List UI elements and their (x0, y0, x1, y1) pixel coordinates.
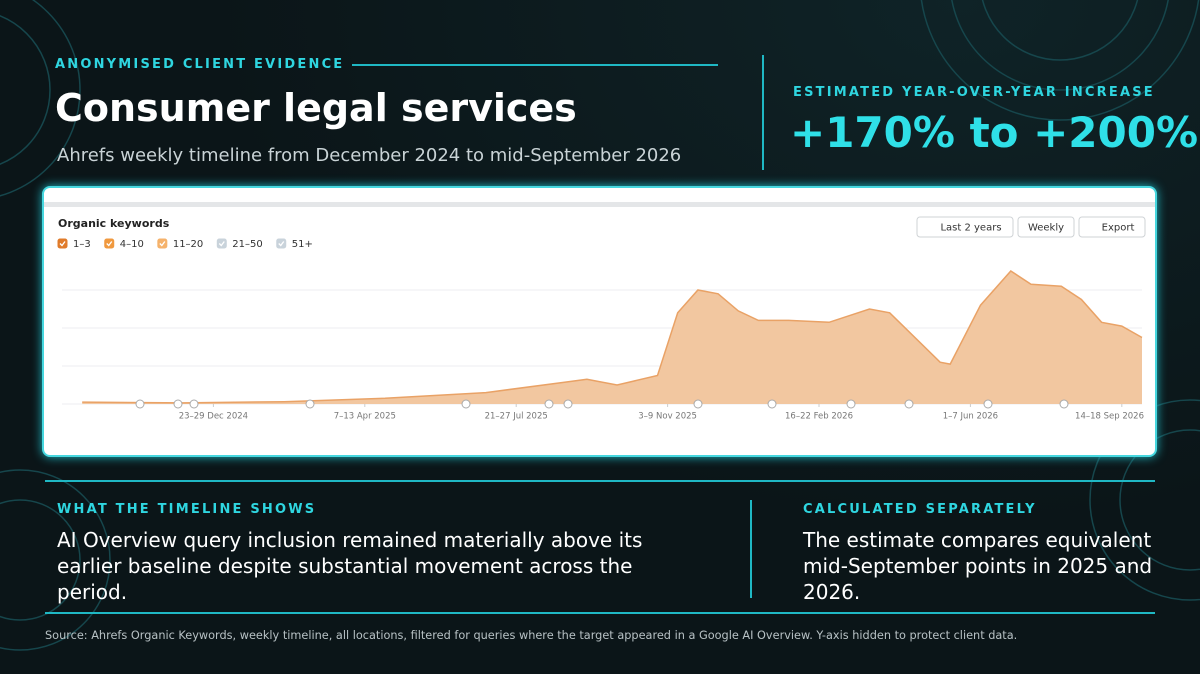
legend-checkbox (276, 238, 287, 249)
eyebrow: ANONYMISED CLIENT EVIDENCE (55, 57, 345, 72)
legend-checkbox (57, 238, 68, 249)
finding-heading: WHAT THE TIMELINE SHOWS (57, 502, 317, 517)
control-label: Last 2 years (940, 223, 1001, 234)
headline-label: ESTIMATED YEAR-OVER-YEAR INCREASE (793, 85, 1155, 100)
check (59, 241, 66, 247)
x-tick-label: 16–22 Feb 2026 (785, 412, 853, 422)
control-label: Export (1102, 223, 1135, 234)
annotation-icon (305, 399, 315, 409)
x-tick-label: 21–27 Jul 2025 (485, 412, 548, 422)
legend-label: 21–50 (232, 239, 262, 250)
x-tick-label: 1–7 Jun 2026 (943, 412, 998, 422)
finding-heading: CALCULATED SEPARATELY (803, 502, 1037, 517)
legend-label: 51+ (292, 239, 313, 250)
area-line (82, 270, 1143, 404)
divider (762, 55, 764, 170)
subtitle: Ahrefs weekly timeline from December 202… (57, 145, 682, 166)
annotation-icon (1059, 399, 1069, 409)
check (106, 241, 113, 247)
annotation-icon (846, 399, 856, 409)
legend-label: 4–10 (120, 239, 144, 250)
annotation-icon (135, 399, 145, 409)
control-button[interactable] (1078, 216, 1146, 238)
chart: Organic keywords 1–3 4–10 11–20 21–50 51+ Las… (44, 202, 1155, 422)
control-button[interactable] (1017, 216, 1075, 238)
check (159, 241, 166, 247)
control-label: Weekly (1028, 223, 1064, 234)
annotation-icon (904, 399, 914, 409)
title: Consumer legal services (55, 86, 577, 130)
annotation-icon (693, 399, 703, 409)
legend-checkbox (104, 238, 115, 249)
source: Source: Ahrefs Organic Keywords, weekly … (45, 629, 1018, 642)
annotation-icon (189, 399, 199, 409)
legend-checkbox (157, 238, 168, 249)
toolbar-strip (44, 202, 1155, 207)
annotation-icon (563, 399, 573, 409)
x-tick-label: 14–18 Sep 2026 (1075, 412, 1144, 422)
rule (45, 612, 1155, 614)
control-button[interactable] (916, 216, 1014, 238)
legend-label: 11–20 (173, 239, 203, 250)
legend-label: 1–3 (73, 239, 91, 250)
annotation-icon (544, 399, 554, 409)
finding-text: The estimate compares equivalent mid-Sep… (803, 528, 1153, 604)
check (218, 241, 225, 247)
chart-title: Organic keywords (58, 217, 170, 230)
check (278, 241, 285, 247)
annotation-icon (173, 399, 183, 409)
finding-text: AI Overview query inclusion remained mat… (57, 528, 643, 604)
area (82, 271, 1143, 404)
chart-panel: Organic keywords 1–3 4–10 11–20 21–50 51+ Las… (42, 186, 1157, 457)
x-tick-label: 23–29 Dec 2024 (179, 412, 248, 422)
annotation-icon (461, 399, 471, 409)
x-tick-label: 3–9 Nov 2025 (638, 412, 697, 422)
annotation-icon (767, 399, 777, 409)
divider (750, 500, 752, 598)
rule (352, 64, 718, 66)
headline-value: +170% to +200% (790, 108, 1199, 157)
x-tick-label: 7–13 Apr 2025 (334, 412, 396, 422)
annotation-icon (983, 399, 993, 409)
legend-checkbox (216, 238, 227, 249)
rule (45, 480, 1155, 482)
